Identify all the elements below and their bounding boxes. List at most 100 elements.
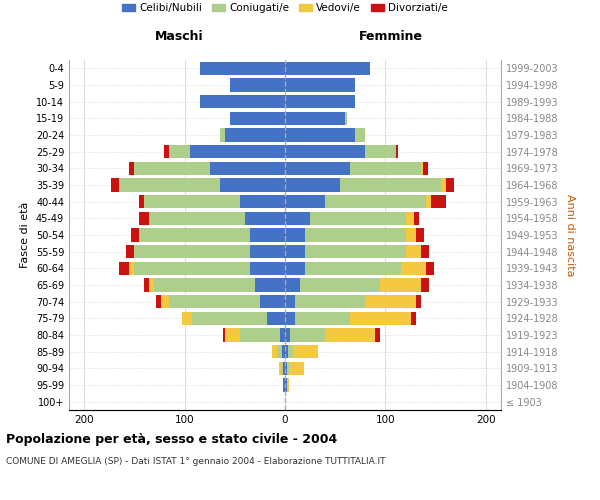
Bar: [260, 295, 285, 308]
Bar: [283, 378, 285, 392]
Legend: Celibi/Nubili, Coniugati/e, Vedovi/e, Divorziati/e: Celibi/Nubili, Coniugati/e, Vedovi/e, Di…: [118, 0, 452, 17]
Bar: [300, 278, 380, 291]
Bar: [131, 228, 139, 241]
Bar: [280, 328, 285, 342]
Bar: [149, 212, 245, 225]
Bar: [422, 162, 428, 175]
Bar: [250, 245, 285, 258]
Text: Maschi: Maschi: [155, 30, 204, 43]
Bar: [134, 162, 209, 175]
Bar: [416, 228, 424, 241]
Bar: [161, 295, 169, 308]
Bar: [310, 212, 406, 225]
Bar: [325, 195, 425, 208]
Bar: [220, 128, 225, 141]
Bar: [223, 328, 225, 342]
Bar: [345, 112, 347, 125]
Bar: [134, 262, 250, 275]
Bar: [285, 345, 288, 358]
Bar: [425, 195, 431, 208]
Bar: [441, 178, 446, 192]
Bar: [285, 95, 355, 108]
Bar: [289, 362, 304, 375]
Bar: [230, 78, 285, 92]
Bar: [285, 378, 287, 392]
Bar: [190, 145, 285, 158]
Bar: [410, 312, 416, 325]
Bar: [169, 295, 260, 308]
Bar: [350, 312, 410, 325]
Bar: [293, 345, 318, 358]
Bar: [145, 278, 149, 291]
Bar: [350, 162, 421, 175]
Bar: [139, 212, 149, 225]
Bar: [290, 328, 325, 342]
Bar: [277, 345, 282, 358]
Bar: [287, 378, 289, 392]
Bar: [119, 262, 129, 275]
Bar: [401, 262, 425, 275]
Bar: [220, 178, 285, 192]
Bar: [413, 212, 419, 225]
Bar: [285, 245, 305, 258]
Bar: [288, 345, 293, 358]
Y-axis label: Anni di nascita: Anni di nascita: [565, 194, 575, 276]
Bar: [285, 328, 290, 342]
Bar: [431, 195, 446, 208]
Bar: [406, 245, 421, 258]
Bar: [285, 178, 340, 192]
Bar: [285, 278, 300, 291]
Bar: [285, 145, 365, 158]
Bar: [305, 245, 406, 258]
Bar: [126, 245, 134, 258]
Bar: [285, 295, 295, 308]
Bar: [209, 162, 285, 175]
Bar: [129, 262, 134, 275]
Bar: [119, 178, 220, 192]
Bar: [395, 145, 398, 158]
Bar: [340, 178, 441, 192]
Bar: [250, 228, 285, 241]
Bar: [376, 328, 380, 342]
Bar: [285, 362, 287, 375]
Bar: [225, 128, 285, 141]
Bar: [129, 162, 134, 175]
Bar: [283, 362, 285, 375]
Bar: [406, 228, 416, 241]
Bar: [365, 295, 416, 308]
Bar: [169, 145, 190, 158]
Bar: [230, 112, 285, 125]
Bar: [182, 312, 191, 325]
Bar: [421, 278, 428, 291]
Bar: [225, 328, 240, 342]
Bar: [285, 128, 355, 141]
Bar: [255, 278, 285, 291]
Bar: [406, 212, 413, 225]
Bar: [355, 128, 365, 141]
Bar: [285, 312, 295, 325]
Bar: [285, 78, 355, 92]
Text: Popolazione per età, sesso e stato civile - 2004: Popolazione per età, sesso e stato civil…: [6, 432, 337, 446]
Bar: [154, 278, 255, 291]
Bar: [285, 228, 305, 241]
Y-axis label: Fasce di età: Fasce di età: [20, 202, 30, 268]
Bar: [164, 145, 169, 158]
Bar: [245, 212, 285, 225]
Bar: [421, 162, 422, 175]
Bar: [287, 362, 289, 375]
Bar: [281, 362, 283, 375]
Bar: [380, 278, 421, 291]
Bar: [285, 62, 370, 75]
Bar: [425, 262, 434, 275]
Bar: [149, 278, 154, 291]
Bar: [200, 62, 285, 75]
Bar: [325, 328, 376, 342]
Bar: [285, 262, 305, 275]
Bar: [305, 228, 406, 241]
Text: Femmine: Femmine: [358, 30, 422, 43]
Bar: [145, 195, 240, 208]
Bar: [134, 245, 250, 258]
Bar: [200, 95, 285, 108]
Bar: [139, 228, 250, 241]
Bar: [285, 212, 310, 225]
